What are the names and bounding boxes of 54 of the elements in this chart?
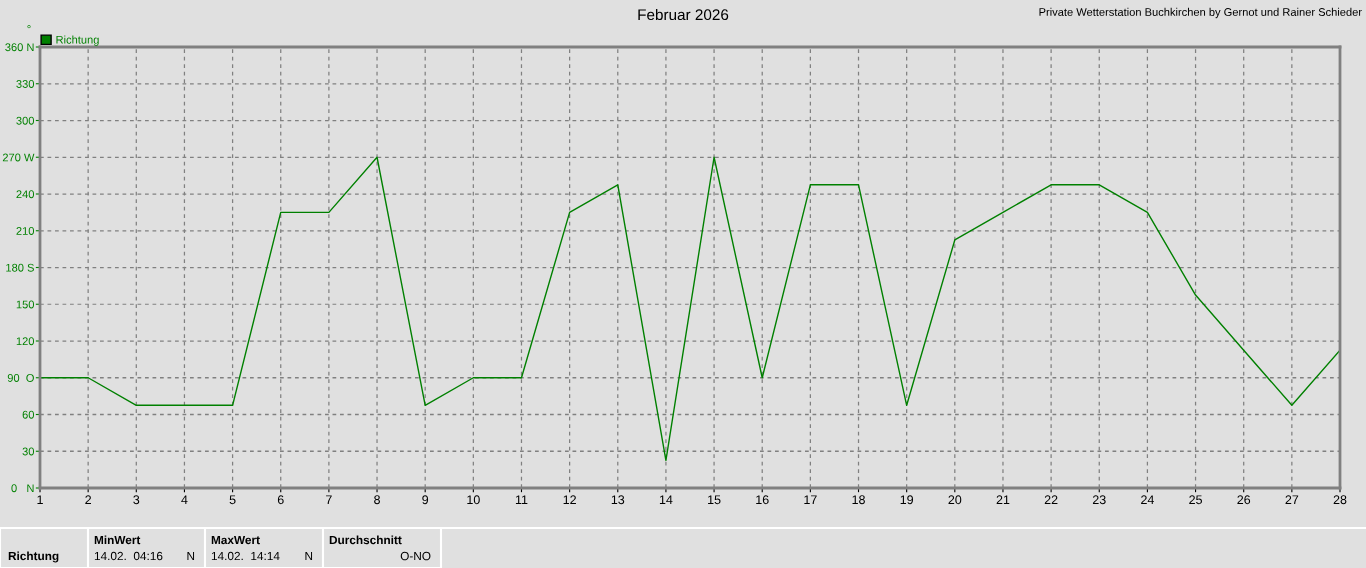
x-tick-label: 11 <box>515 495 528 504</box>
y-tick-label: 210 <box>16 227 35 235</box>
x-tick-label: 9 <box>422 495 429 505</box>
x-tick-label: 18 <box>852 495 865 505</box>
x-tick-label: 20 <box>948 495 962 505</box>
x-tick-label: 7 <box>326 495 332 504</box>
chart-subtitle: Private Wetterstation Buchkirchen by Gernot und Rainer Schieder <box>1039 7 1362 19</box>
y-tick-label: 0 N <box>11 484 34 493</box>
y-tick-label: 90 O <box>7 374 34 382</box>
x-tick-label: 6 <box>277 495 284 505</box>
y-tick-label: 240 <box>16 190 35 199</box>
y-tick-label: 360 N <box>5 43 34 52</box>
x-tick-label: 17 <box>804 495 817 504</box>
x-tick-label: 25 <box>1189 495 1202 505</box>
y-tick-label: 120 <box>16 337 35 346</box>
x-tick-label: 13 <box>611 495 625 505</box>
x-tick-label: 2 <box>85 495 91 504</box>
y-tick-label: 150 <box>16 300 35 309</box>
x-tick-label: 1 <box>37 495 43 504</box>
x-tick-label: 23 <box>1092 495 1106 505</box>
x-tick-label: 8 <box>374 495 380 505</box>
y-tick-label: 270 W <box>2 153 35 162</box>
text: N <box>305 551 313 561</box>
y-tick-label: 30 <box>22 447 35 456</box>
text: N <box>187 551 195 561</box>
text: 14.02. 14:14 <box>211 551 280 561</box>
x-tick-label: 14 <box>659 495 673 504</box>
x-tick-label: 15 <box>708 495 721 505</box>
text: O-NO <box>400 551 431 561</box>
text: 14.02. 04:16 <box>94 551 163 561</box>
x-tick-label: 19 <box>900 495 914 505</box>
x-tick-label: 21 <box>996 495 1010 504</box>
x-tick-label: 26 <box>1237 495 1251 505</box>
x-tick-label: 12 <box>563 495 576 504</box>
x-tick-label: 5 <box>229 495 236 505</box>
y-tick-label: 180 S <box>6 263 34 272</box>
x-tick-label: 24 <box>1141 495 1154 504</box>
text: Richtung <box>8 551 59 563</box>
text: Durchschnitt <box>329 535 402 545</box>
y-tick-label: 330 <box>16 80 35 88</box>
x-tick-label: 22 <box>1044 495 1058 504</box>
x-tick-label: 10 <box>467 495 480 505</box>
text: MinWert <box>94 535 141 545</box>
x-tick-label: 27 <box>1285 495 1299 504</box>
chart-title: Februar 2026 <box>638 8 729 21</box>
x-tick-label: 28 <box>1333 495 1347 505</box>
y-axis-title: ° <box>27 25 31 29</box>
y-tick-label: 300 <box>16 116 35 125</box>
x-tick-label: 4 <box>181 495 188 504</box>
y-tick-label: 60 <box>22 410 35 419</box>
text: MaxWert <box>211 535 260 545</box>
x-tick-label: 3 <box>133 495 140 505</box>
x-tick-label: 16 <box>756 495 769 505</box>
legend-label: Richtung <box>56 35 99 46</box>
